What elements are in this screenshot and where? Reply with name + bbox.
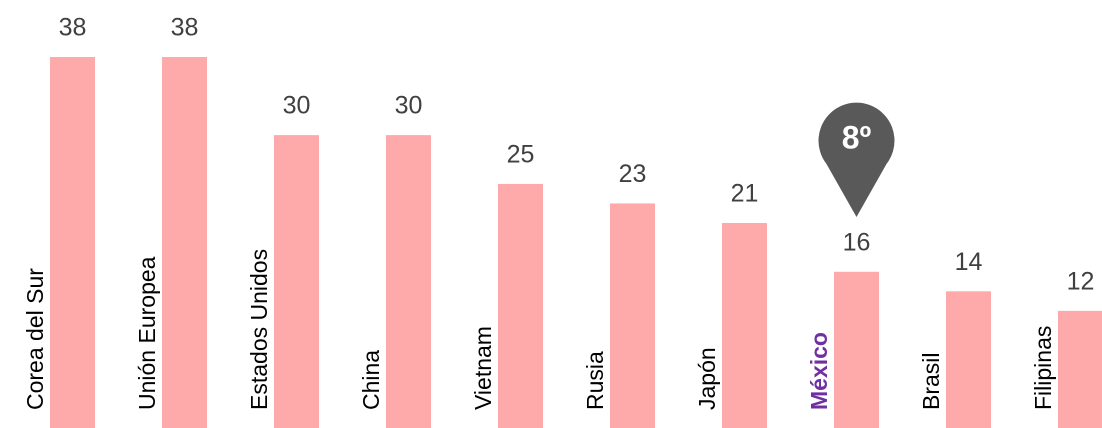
category-label: Corea del Sur bbox=[22, 268, 48, 410]
category-label: Filipinas bbox=[1030, 326, 1056, 410]
category-label: China bbox=[358, 350, 384, 410]
category-label: Vietnam bbox=[470, 326, 496, 410]
bar bbox=[274, 135, 319, 428]
bar bbox=[722, 222, 767, 428]
category-label: Rusia bbox=[582, 351, 608, 410]
value-label: 38 bbox=[171, 14, 199, 42]
rank-label: 8º bbox=[842, 119, 872, 155]
value-label: 30 bbox=[395, 92, 423, 120]
rank-marker bbox=[818, 102, 895, 217]
value-label: 14 bbox=[955, 248, 983, 276]
value-label: 25 bbox=[507, 141, 535, 169]
bar bbox=[386, 135, 431, 428]
bar bbox=[1058, 310, 1102, 428]
category-label: Brasil bbox=[918, 352, 944, 410]
value-label: 30 bbox=[283, 92, 311, 120]
bar bbox=[834, 271, 879, 428]
value-label: 23 bbox=[619, 160, 647, 188]
bar bbox=[946, 291, 991, 428]
category-label: México bbox=[806, 332, 832, 410]
value-label: 16 bbox=[843, 228, 871, 256]
value-label: 21 bbox=[731, 180, 759, 208]
category-label: Japón bbox=[694, 347, 720, 410]
category-label: Estados Unidos bbox=[246, 249, 272, 410]
value-label: 38 bbox=[59, 14, 87, 42]
category-label: Unión Europea bbox=[134, 256, 160, 410]
value-label: 12 bbox=[1067, 267, 1095, 295]
bar bbox=[162, 57, 207, 428]
bar bbox=[50, 57, 95, 428]
bar bbox=[498, 183, 543, 428]
bar bbox=[610, 203, 655, 428]
